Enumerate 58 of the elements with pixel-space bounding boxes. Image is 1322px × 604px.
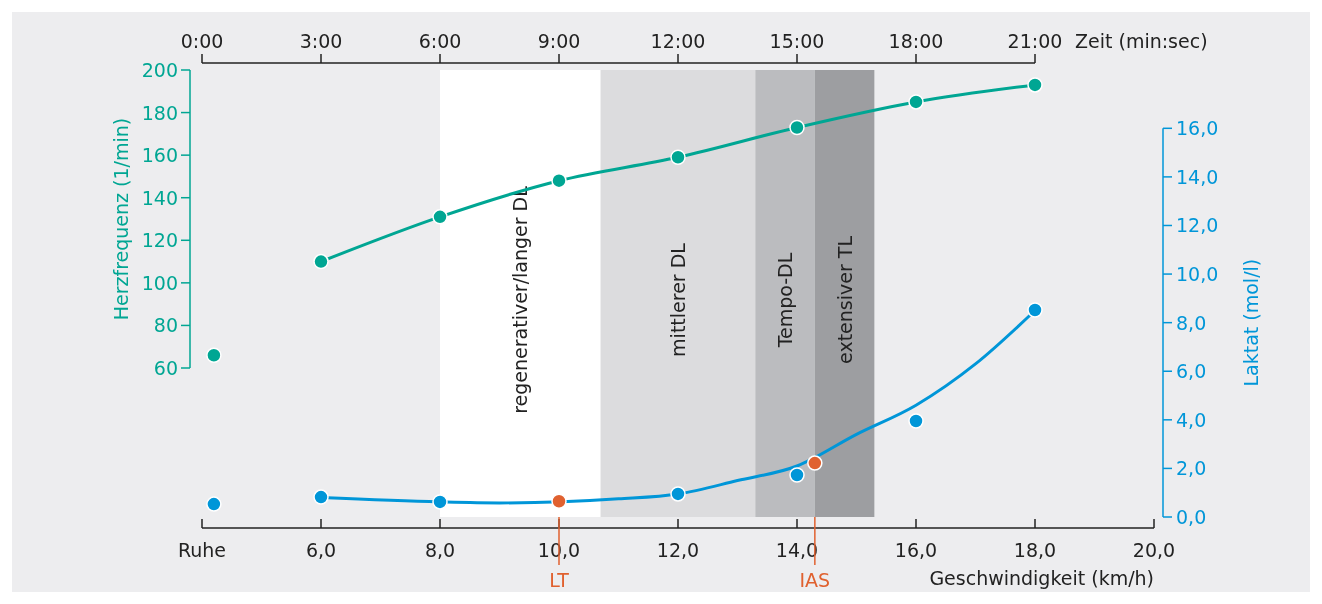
point (670, 149, 686, 166)
y2-tick-label: 16,0 (1176, 117, 1219, 140)
y2-tick-label: 2,0 (1176, 457, 1207, 480)
x-tick-label: 6,0 (305, 539, 337, 561)
point (908, 94, 924, 110)
y2-tick-label: 8,0 (1176, 311, 1207, 334)
point (670, 486, 686, 502)
y-tick-label: 60 (153, 357, 178, 379)
point (1027, 77, 1043, 93)
point (551, 172, 567, 189)
y-tick-label: 120 (141, 229, 178, 252)
y-tick-label: 100 (141, 271, 178, 294)
y2-tick-label: 14,0 (1176, 165, 1219, 188)
x2-tick-label: 9:00 (537, 30, 581, 52)
point (206, 496, 222, 512)
point (432, 209, 448, 225)
x2-tick-label: 12:00 (650, 30, 706, 52)
point (789, 467, 805, 483)
point (313, 489, 329, 505)
y2-tick-label: 10,0 (1176, 263, 1219, 286)
x-tick-label: 20,0 (1132, 539, 1176, 561)
x-tick-label: 18,0 (1013, 539, 1057, 561)
y2-tick-label: 4,0 (1176, 408, 1207, 431)
x2-tick-label: 3:00 (299, 30, 343, 52)
ref-line-label: IAS (799, 569, 831, 591)
y2-tick-label: 6,0 (1176, 360, 1207, 383)
y2-axis-title: Laktat (mol/l) (1240, 258, 1262, 387)
x2-tick-label: 6:00 (418, 30, 462, 52)
y-tick-label: 80 (153, 314, 178, 337)
y-tick-label: 160 (141, 144, 178, 167)
point (789, 119, 805, 136)
x2-tick-label: 0:00 (180, 30, 224, 52)
ref-line-label: LT (549, 569, 570, 591)
y-axis-title: Herzfrequenz (1/min) (110, 117, 132, 321)
point (551, 493, 567, 509)
point (206, 347, 222, 363)
point (1027, 302, 1043, 318)
x-tick-label: 16,0 (894, 539, 938, 561)
band-label: mittlerer DL (667, 242, 689, 357)
y-tick-label: 180 (141, 101, 178, 124)
x2-tick-label: 21:00 (1007, 30, 1063, 52)
x2-tick-label: 18:00 (888, 30, 944, 52)
x2-tick-label: 15:00 (769, 30, 825, 52)
band-label: Tempo-DL (774, 252, 797, 349)
x-tick-label: Ruhe (177, 539, 227, 561)
point (908, 413, 924, 429)
point (807, 455, 823, 471)
x-tick-label: 8,0 (424, 539, 456, 561)
band-label: extensiver TL (833, 235, 856, 364)
y-tick-label: 140 (141, 186, 178, 209)
point (313, 253, 329, 270)
x-tick-label: 12,0 (656, 539, 700, 561)
x-axis-title: Geschwindigkeit (km/h) (929, 567, 1154, 589)
y-tick-label: 200 (141, 59, 178, 81)
y2-tick-label: 12,0 (1176, 214, 1219, 237)
y2-tick-label: 0,0 (1176, 506, 1207, 528)
x2-axis-title: Zeit (min:sec) (1075, 30, 1208, 52)
point (432, 494, 448, 510)
